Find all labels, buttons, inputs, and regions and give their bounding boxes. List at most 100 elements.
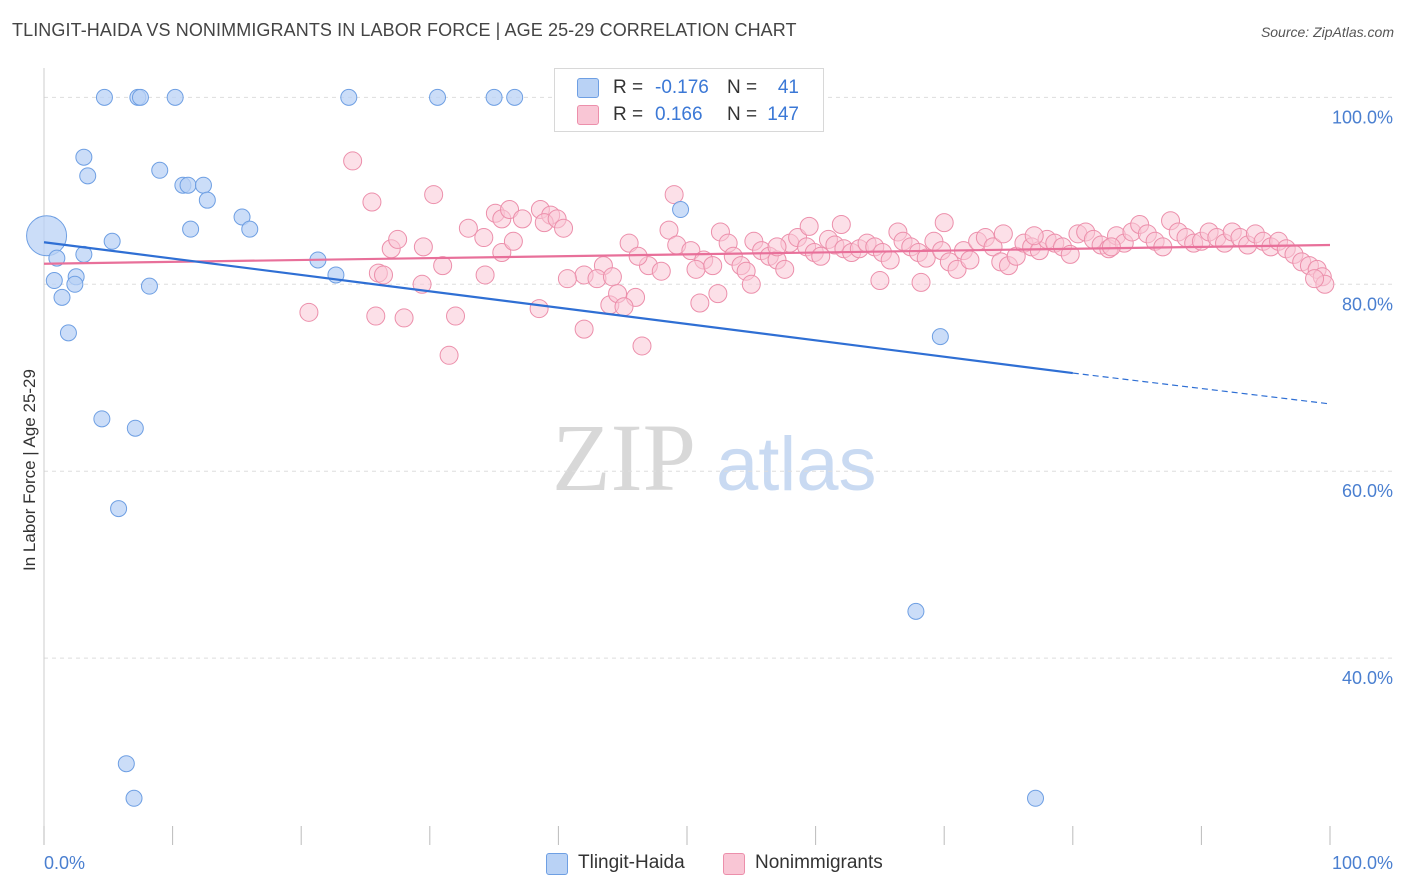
y-tick-label: 100.0% <box>1332 107 1393 127</box>
tlingit-haida-point <box>95 88 113 106</box>
nonimmigrants-point <box>651 261 671 281</box>
legend-row-nonimmigrants: R = 0.166 N = 147 <box>555 102 823 128</box>
stats-legend: R = -0.176 N = 41 R = 0.166 N = 147 <box>554 68 824 132</box>
legend-r-label: R = <box>613 104 644 125</box>
legend-n-label: N = <box>727 104 758 125</box>
nonimmigrants-point <box>690 293 710 313</box>
tlingit-haida-point <box>59 324 77 342</box>
nonimmigrants-point <box>500 200 520 220</box>
tlingit-haida-point <box>931 328 949 346</box>
bottom-legend-label: Tlingit-Haida <box>578 852 685 873</box>
nonimmigrants-point <box>947 259 967 279</box>
legend-r-label: R = <box>613 77 644 98</box>
nonimmigrants-point <box>911 272 931 292</box>
tlingit-haida-point <box>1027 789 1045 807</box>
tlingit-haida-trend-line <box>43 241 1073 375</box>
nonimmigrants-point <box>703 256 723 276</box>
legend-n-value: 41 <box>777 77 799 98</box>
nonimmigrants-point <box>433 256 453 276</box>
x-tick-label: 0.0% <box>44 853 85 873</box>
tlingit-haida-trend-extension <box>1072 372 1331 405</box>
nonimmigrants-point <box>1024 226 1044 246</box>
nonimmigrants-point <box>474 228 494 248</box>
tick-labels: 40.0% 60.0% 80.0% 100.0% 0.0% 100.0% <box>44 107 1393 873</box>
nonimmigrants-point <box>916 248 936 268</box>
tlingit-haida-point <box>53 288 71 306</box>
nonimmigrants-point <box>512 209 532 229</box>
nonimmigrants-point <box>554 218 574 238</box>
nonimmigrants-point <box>880 250 900 270</box>
watermark-atlas: atlas <box>716 422 877 507</box>
nonimmigrants-point <box>686 259 706 279</box>
tlingit-haida-point <box>151 161 169 179</box>
tlingit-haida-point <box>194 176 212 194</box>
x-tick-label: 100.0% <box>1332 853 1393 873</box>
nonimmigrants-point <box>614 297 634 317</box>
legend-swatch-pink <box>577 105 599 125</box>
nonimmigrants-point <box>775 259 795 279</box>
legend-n-label: N = <box>727 77 758 98</box>
tlingit-haida-point <box>125 789 143 807</box>
legend-r-value: 0.166 <box>655 104 703 125</box>
nonimmigrants-point <box>362 192 382 212</box>
nonimmigrants-point <box>374 265 394 285</box>
bottom-legend-label: Nonimmigrants <box>755 852 883 873</box>
nonimmigrants-point <box>1305 269 1325 289</box>
nonimmigrants-point <box>388 229 408 249</box>
tlingit-haida-point <box>166 88 184 106</box>
chart-title: TLINGIT-HAIDA VS NONIMMIGRANTS IN LABOR … <box>12 20 797 40</box>
tlingit-haida-point <box>182 220 200 238</box>
bottom-legend-swatch-blue <box>546 853 568 875</box>
nonimmigrants-point <box>831 214 851 234</box>
nonimmigrants-point <box>557 269 577 289</box>
nonimmigrants-point <box>446 306 466 326</box>
tlingit-haida-point <box>429 88 447 106</box>
tlingit-haida-point <box>340 88 358 106</box>
watermark-zip: ZIP <box>552 404 696 511</box>
nonimmigrants-point <box>394 308 414 328</box>
nonimmigrants-point <box>993 224 1013 244</box>
nonimmigrants-point <box>960 250 980 270</box>
legend-r-value: -0.176 <box>655 77 709 98</box>
nonimmigrants-point <box>659 220 679 240</box>
tlingit-haida-point <box>672 201 690 219</box>
nonimmigrants-point <box>458 218 478 238</box>
nonimmigrants-point <box>299 302 319 322</box>
axes <box>43 68 1331 845</box>
y-tick-label: 40.0% <box>1342 668 1393 688</box>
nonimmigrants-point <box>1101 237 1121 257</box>
nonimmigrants-point <box>366 306 386 326</box>
nonimmigrants-point <box>983 237 1003 257</box>
nonimmigrants-point <box>529 299 549 319</box>
tlingit-haida-point <box>117 755 135 773</box>
watermark: ZIP atlas <box>552 404 877 511</box>
tlingit-haida-point <box>233 208 251 226</box>
nonimmigrants-point <box>574 319 594 339</box>
nonimmigrants-series <box>299 151 1335 365</box>
y-tick-label: 80.0% <box>1342 294 1393 314</box>
bottom-legend-swatch-pink <box>723 853 745 875</box>
tlingit-haida-point <box>907 602 925 620</box>
trend-lines <box>43 241 1331 405</box>
legend-row-tlingit-haida: R = -0.176 N = 41 <box>555 75 823 101</box>
legend-swatch-blue <box>577 78 599 98</box>
tlingit-haida-point <box>79 167 97 185</box>
tlingit-haida-point <box>485 88 503 106</box>
tlingit-haida-point <box>131 88 149 106</box>
nonimmigrants-point <box>619 233 639 253</box>
grid <box>44 96 1394 659</box>
nonimmigrants-trend-line <box>43 243 1331 265</box>
nonimmigrants-point <box>632 336 652 356</box>
nonimmigrants-point <box>602 267 622 287</box>
tlingit-haida-point <box>506 88 524 106</box>
legend-n-value: 147 <box>767 104 799 125</box>
tlingit-haida-point <box>126 419 144 437</box>
nonimmigrants-point <box>343 151 363 171</box>
nonimmigrants-point <box>741 274 761 294</box>
tlingit-haida-point <box>241 220 259 238</box>
nonimmigrants-point <box>439 345 459 365</box>
nonimmigrants-point <box>708 284 728 304</box>
tlingit-haida-point <box>66 275 84 293</box>
nonimmigrants-point <box>475 265 495 285</box>
